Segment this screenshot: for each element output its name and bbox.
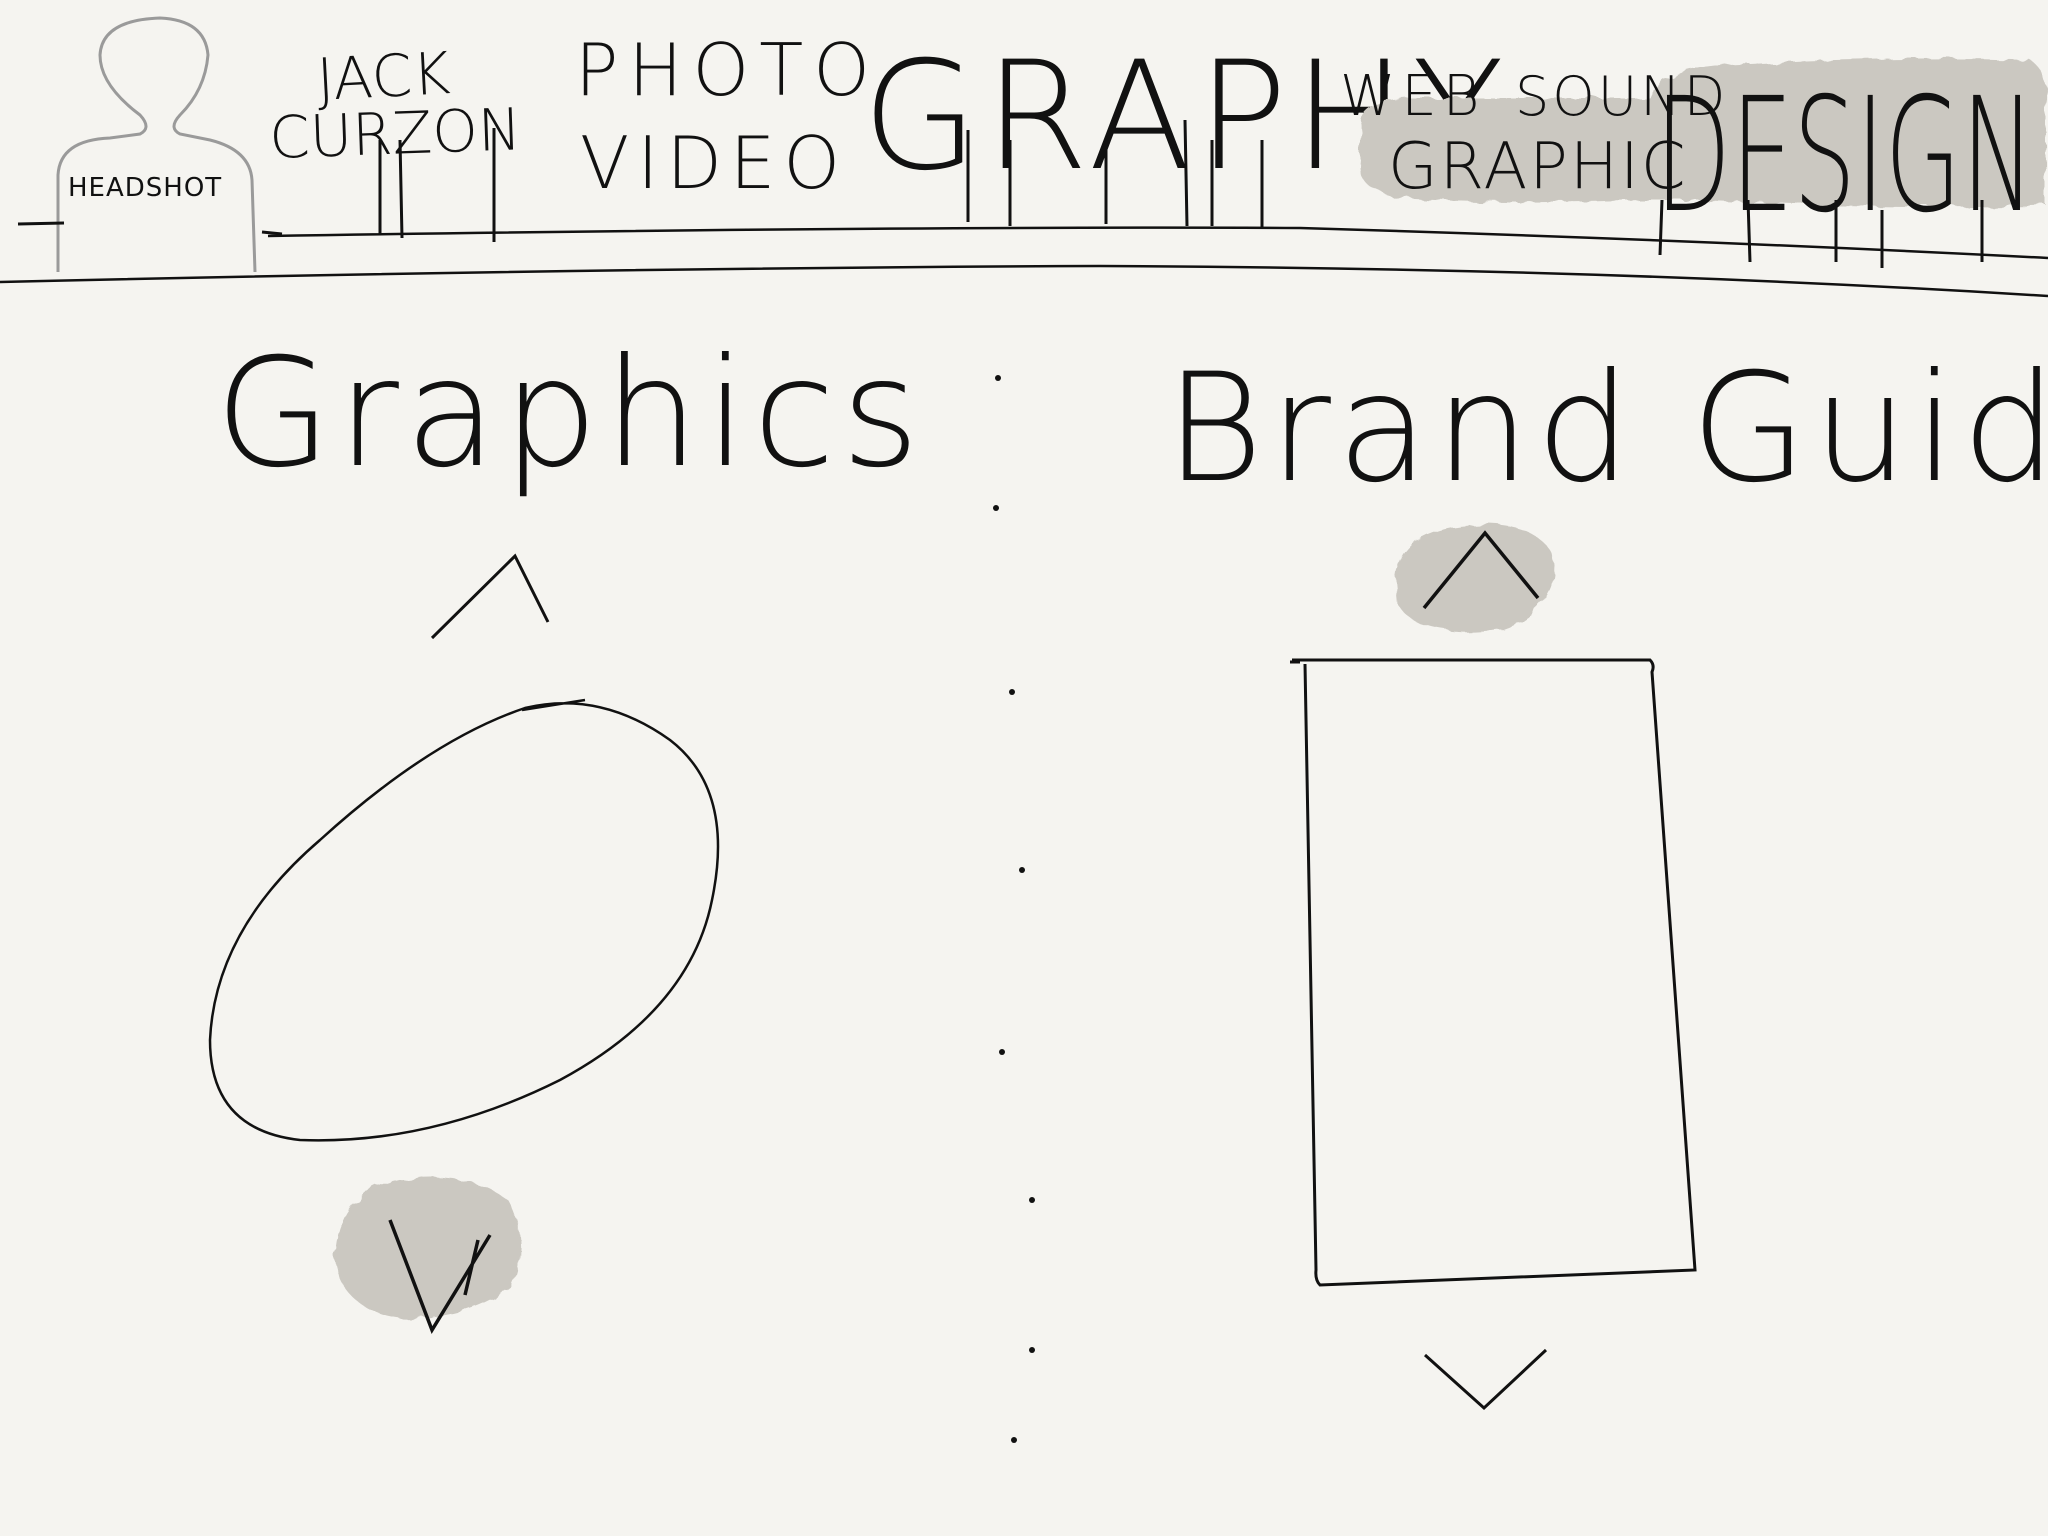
design-highlight — [1359, 58, 2047, 207]
column-divider — [993, 375, 1035, 1443]
brand-guides-up-arrow[interactable] — [1395, 524, 1556, 633]
nav-photo: PHOTO — [575, 28, 880, 112]
graphics-title: Graphics — [215, 327, 925, 501]
site-name[interactable]: JACK CURZON — [268, 39, 522, 242]
nav-video: VIDEO — [580, 121, 848, 205]
header-divider — [0, 264, 2048, 298]
brand-guides-title: Brand Guides — [1165, 342, 2048, 516]
chevron-up-icon — [1422, 530, 1540, 610]
brand-guides-panel: Brand Guides — [1165, 342, 2048, 1411]
chevron-up-icon — [430, 553, 550, 640]
name-first: JACK — [315, 39, 452, 114]
graphics-down-arrow[interactable] — [335, 1176, 521, 1334]
nav-photo-video[interactable]: PHOTO VIDEO — [575, 28, 880, 205]
graphics-panel: Graphics — [208, 327, 925, 1334]
nav-design[interactable]: DESIGN — [1655, 64, 2035, 268]
brand-guides-preview-rect[interactable] — [1290, 658, 1697, 1287]
nav-design-label: DESIGN — [1655, 64, 2035, 248]
nav-graphic: GRAPHIC — [1388, 130, 1688, 204]
graphics-up-arrow[interactable] — [430, 553, 550, 640]
header: HEADSHOT JACK CURZON PHOTO VIDEO GRAPHY … — [0, 16, 2048, 298]
nav-web: WEB — [1340, 64, 1485, 129]
brand-guides-down-arrow[interactable] — [1423, 1348, 1548, 1411]
nav-sound: SOUND — [1515, 65, 1728, 128]
chevron-down-icon — [388, 1219, 492, 1334]
graphics-preview-oval[interactable] — [208, 698, 720, 1142]
chevron-down-icon — [1423, 1348, 1548, 1411]
nav-web-sound-graphic[interactable]: WEB SOUND GRAPHIC — [1340, 64, 1728, 204]
headshot-placeholder[interactable]: HEADSHOT — [56, 16, 257, 273]
name-last: CURZON — [268, 95, 522, 172]
headshot-label: HEADSHOT — [68, 173, 222, 203]
